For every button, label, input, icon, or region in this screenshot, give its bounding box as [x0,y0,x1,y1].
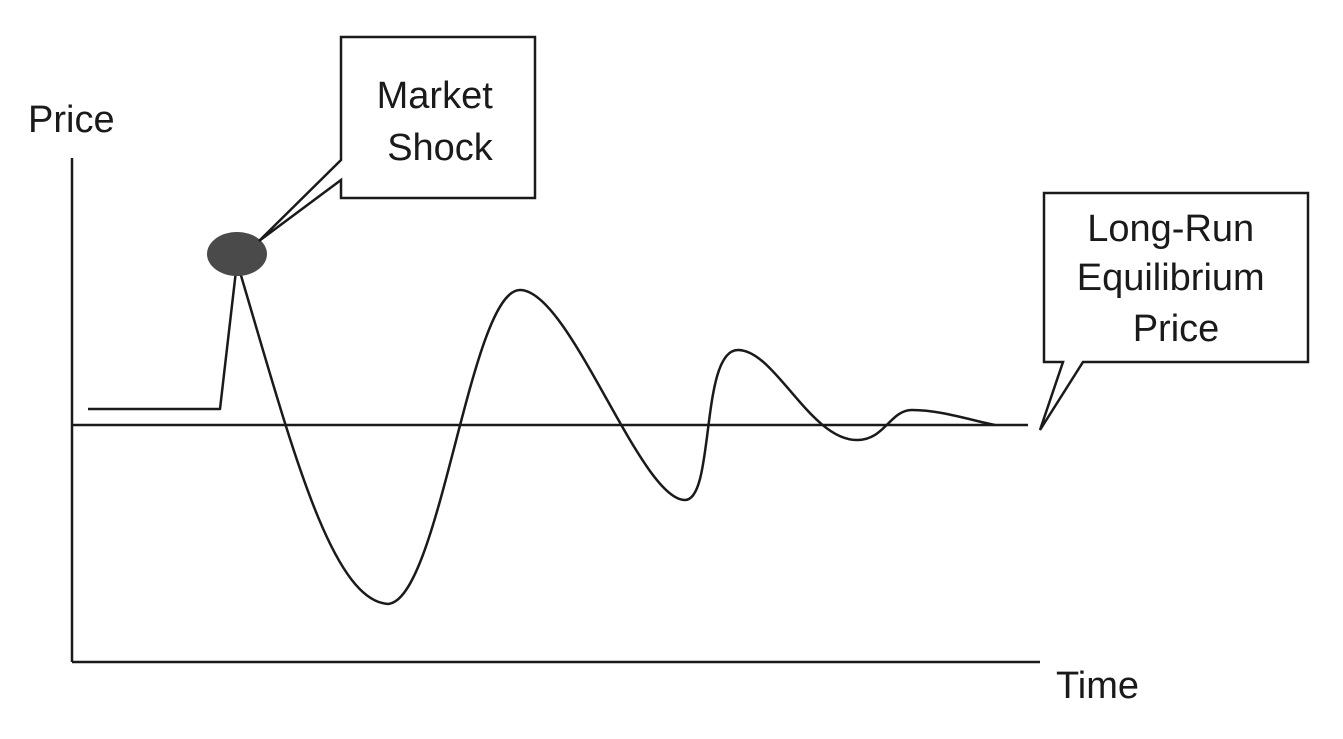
equilibrium-line-3: Price [1133,308,1220,350]
market-shock-line-1: Market [377,75,494,117]
market-shock-callout-text: Market Shock [377,75,504,169]
market-shock-marker [207,232,267,276]
equilibrium-line-1: Long-Run [1087,208,1254,250]
market-shock-callout-box [258,35,537,243]
price-path [88,260,996,606]
y-axis-label: Price [28,99,115,141]
equilibrium-line-2: Equilibrium [1077,257,1265,299]
x-axis-label: Time [1056,665,1139,707]
market-shock-line-2: Shock [387,127,494,169]
equilibrium-callout-text: Long-Run Equilibrium Price [1077,208,1276,350]
equilibrium-callout-box [1038,191,1310,431]
